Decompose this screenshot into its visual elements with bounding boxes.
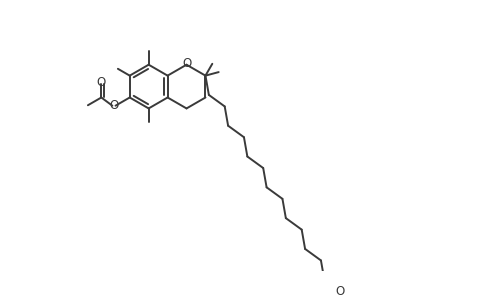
Text: O: O bbox=[97, 75, 106, 89]
Text: O: O bbox=[336, 285, 345, 296]
Text: O: O bbox=[109, 99, 118, 112]
Text: O: O bbox=[182, 57, 191, 70]
